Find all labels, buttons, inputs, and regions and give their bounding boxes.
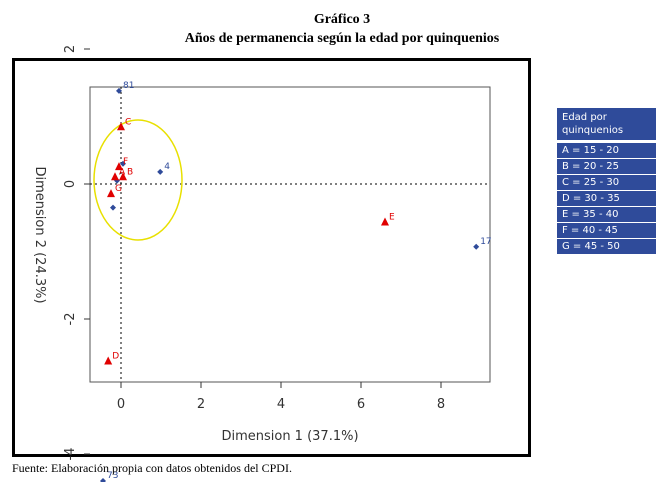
x-tick-label: 0: [117, 397, 125, 412]
column-point: [107, 189, 115, 198]
column-point: [104, 356, 113, 365]
point-label: 81: [123, 81, 134, 91]
point-label: 73: [107, 471, 118, 481]
legend-item: C = 25 - 30: [557, 175, 656, 191]
point-label: F: [123, 157, 128, 167]
x-tick-label: 4: [277, 397, 285, 412]
source-note: Fuente: Elaboración propia con datos obt…: [12, 461, 292, 475]
column-point: [115, 162, 123, 171]
point-label: A: [119, 167, 126, 177]
plot-area: [89, 86, 491, 383]
point-label: G: [115, 184, 122, 194]
x-tick-label: 6: [357, 397, 365, 412]
y-tick-label: 2: [63, 45, 78, 53]
row-point: [116, 87, 122, 94]
legend: Edad por quinquenios A = 15 - 20 B = 20 -…: [557, 108, 656, 255]
point-label: 17: [480, 237, 491, 247]
legend-item: F = 40 - 45: [557, 223, 656, 239]
point-label: E: [389, 212, 395, 222]
row-point: [100, 478, 106, 482]
legend-item: B = 20 - 25: [557, 159, 656, 175]
y-tick-label: -4: [63, 448, 78, 461]
column-point: [381, 217, 389, 226]
legend-item: A = 15 - 20: [557, 143, 656, 159]
highlight-ellipse: [93, 119, 183, 241]
point-label: D: [112, 352, 119, 362]
x-tick-label: 8: [437, 397, 445, 412]
legend-title: Edad por quinquenios: [557, 108, 656, 140]
legend-item: D = 30 - 35: [557, 191, 656, 207]
chart-subtitle: Años de permanencia según la edad por qu…: [184, 31, 500, 46]
chart-title: Gráfico 3: [313, 12, 371, 27]
legend-item: G = 45 - 50: [557, 239, 656, 255]
row-point: [157, 168, 164, 175]
y-axis-label: Dimension 2 (24.3%): [32, 166, 47, 303]
column-point: [111, 172, 119, 181]
column-point: [119, 172, 127, 181]
column-point: [117, 122, 125, 131]
x-tick-label: 2: [197, 397, 205, 412]
y-tick-label: -2: [63, 313, 78, 326]
y-tick-label: 0: [63, 180, 78, 188]
x-axis-label: Dimension 1 (37.1%): [221, 429, 358, 444]
point-label: C: [125, 117, 131, 127]
row-point: [110, 204, 116, 211]
chart-frame: [12, 58, 531, 457]
point-label: B: [127, 167, 133, 177]
legend-item: E = 35 - 40: [557, 207, 656, 223]
row-point: [473, 243, 480, 250]
row-point: [120, 160, 126, 167]
point-label: 4: [164, 162, 170, 172]
